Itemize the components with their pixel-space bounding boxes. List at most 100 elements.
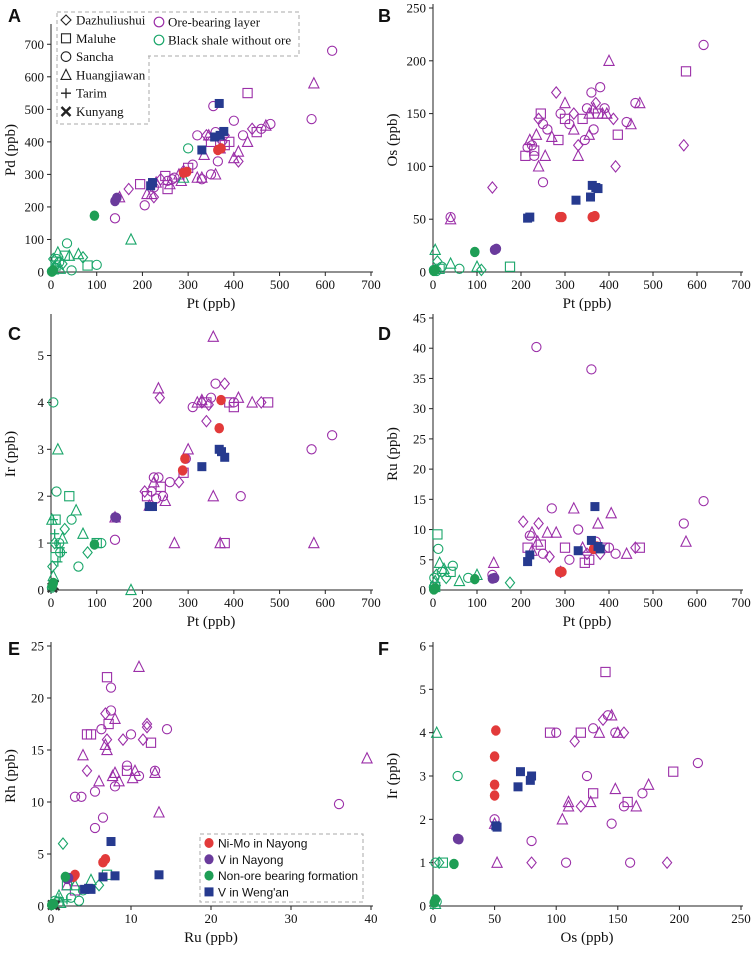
x-tick-label: 0 [430,911,437,926]
data-point [57,547,68,558]
data-point [51,253,62,265]
data-point [680,66,692,77]
data-point [579,557,590,568]
data-point [197,462,207,472]
y-tick-label: 40 [413,341,426,356]
data-point [523,557,533,567]
panel-letter: F [378,639,389,659]
x-tick-label: 100 [467,595,487,610]
data-point [109,213,121,224]
data-point [73,895,85,906]
data-point [53,557,63,567]
legend-square-icon [60,33,72,44]
x-tick-label: 200 [511,595,531,610]
data-point [161,724,173,735]
y-tick-label: 0 [38,899,45,914]
y-tick-label: 15 [31,743,44,758]
data-point [214,98,224,108]
data-point [586,535,596,545]
data-point [557,211,567,223]
y-tick-label: 4 [38,395,45,410]
y-tick-label: 10 [413,522,426,537]
legend-label: Black shale without ore [168,33,291,48]
data-point [432,529,443,540]
x-tick-label: 100 [87,277,107,292]
data-point [137,733,149,747]
data-point [81,764,93,778]
data-point [148,190,160,204]
data-point [525,775,535,785]
data-point [429,897,440,908]
data-point [262,397,274,408]
legend-label: V in Nayong [218,853,283,867]
legend-box-left [56,55,150,125]
data-point [51,538,62,548]
data-point [141,720,153,734]
y-tick-label: 200 [25,199,45,214]
panel-letter: D [378,324,391,344]
y-tick-label: 5 [38,847,45,862]
data-point [152,381,165,394]
data-point [89,539,100,550]
y-tick-label: 30 [413,401,426,416]
data-point [182,143,194,154]
legend-filled-square-icon [204,887,214,897]
y-tick-label: 5 [420,552,427,567]
data-point [105,705,117,716]
data-point [533,517,544,530]
y-tick-label: 5 [38,348,45,363]
data-point [556,812,569,825]
data-point [159,494,172,507]
y-tick-label: 10 [31,795,44,810]
data-point [129,763,141,776]
data-point [100,854,111,865]
data-point [219,126,229,136]
data-point [559,96,571,109]
data-point [539,149,552,161]
data-point [97,812,109,823]
y-axis-label: Ru (ppb) [385,427,401,481]
x-tick-label: 50 [488,911,501,926]
data-point [187,159,198,170]
data-point [433,856,445,870]
data-point [100,707,111,721]
y-tick-label: 300 [25,167,45,182]
x-tick-label: 100 [467,277,487,292]
x-axis-label: Pt (ppb) [563,614,612,630]
data-point [47,252,59,266]
x-tick-label: 600 [687,277,707,292]
data-point [537,548,549,559]
y-tick-label: 150 [407,106,427,121]
data-point [82,546,93,559]
y-tick-label: 250 [407,1,427,16]
data-point [168,536,181,549]
data-point [155,481,166,492]
data-point [642,777,655,790]
data-point [217,447,227,457]
data-point [64,491,75,502]
data-point [491,243,502,254]
legend-filled-circle-icon [204,870,214,881]
data-point [491,725,501,736]
x-tick-label: 700 [731,277,751,292]
data-point [608,112,619,126]
data-point [605,708,618,721]
data-point [562,795,575,808]
data-point [513,782,523,792]
y-tick-label: 25 [413,431,426,446]
x-tick-label: 30 [285,911,298,926]
data-point [606,818,617,829]
data-point [550,525,563,538]
data-point [195,170,208,183]
data-point [586,192,596,202]
legend-filled-circle-icon [204,854,214,865]
data-point [306,113,317,125]
legend-label: V in Weng'an [218,885,289,899]
data-point [600,666,611,678]
x-tick-label: 0 [48,277,55,292]
data-point [241,135,254,148]
data-point [86,884,96,894]
y-tick-label: 200 [407,53,427,68]
data-point [148,472,160,483]
data-point [196,174,208,185]
